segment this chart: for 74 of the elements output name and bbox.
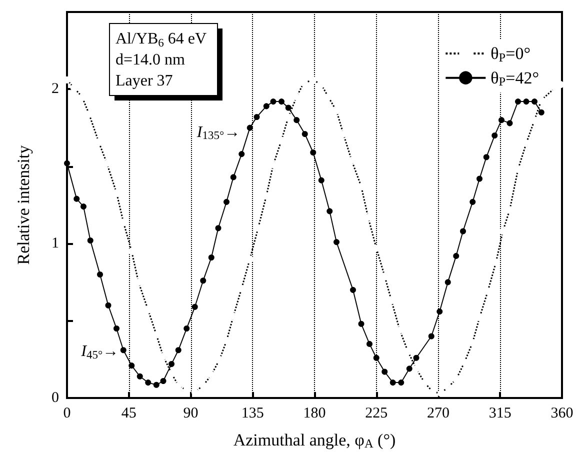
point: [215, 225, 222, 232]
y-tick-label: 2: [52, 81, 59, 98]
point: [184, 326, 190, 332]
point: [246, 124, 253, 131]
point: [302, 130, 308, 137]
point: [326, 208, 333, 214]
point: [128, 362, 135, 369]
point: [515, 98, 521, 105]
x-tick-label: 180: [303, 406, 326, 422]
x-tick-label: 360: [550, 406, 574, 422]
point: [483, 154, 490, 160]
x-tick-label: 135: [241, 406, 264, 422]
point: [74, 196, 80, 202]
point: [334, 239, 340, 246]
point: [285, 104, 292, 111]
x-tick-label: 270: [427, 406, 450, 422]
y-axis-title: Relative intensity: [14, 144, 33, 265]
point: [350, 286, 356, 293]
point: [120, 347, 126, 354]
point: [80, 204, 86, 210]
point: [294, 117, 300, 124]
point: [498, 117, 504, 124]
point: [413, 354, 420, 361]
point: [538, 109, 544, 116]
point: [366, 340, 372, 347]
point: [390, 380, 396, 386]
point: [254, 114, 260, 120]
point: [114, 326, 120, 332]
point: [506, 120, 513, 126]
point: [382, 368, 388, 375]
point: [406, 366, 412, 372]
point: [476, 176, 482, 182]
point: [97, 271, 103, 278]
y-tick-label: 0: [52, 390, 59, 406]
point: [460, 228, 466, 234]
point: [398, 380, 404, 386]
point: [373, 354, 380, 361]
point: [453, 252, 460, 259]
x-tick-label: 315: [488, 406, 512, 422]
point: [208, 254, 214, 260]
point: [153, 382, 160, 388]
point: [532, 98, 538, 105]
point: [105, 302, 112, 308]
point: [224, 198, 230, 205]
point: [192, 304, 198, 310]
annotation: Layer 37: [116, 72, 173, 90]
x-tick-label: 225: [365, 406, 388, 422]
y-tick-label: 1: [52, 236, 59, 252]
x-tick-label: 0: [63, 406, 71, 422]
point: [523, 98, 530, 105]
point: [358, 320, 364, 327]
point: [270, 98, 276, 105]
point: [444, 279, 451, 286]
point: [160, 378, 166, 384]
point: [200, 278, 206, 284]
point: [470, 198, 476, 205]
point: [64, 160, 70, 166]
point: [278, 98, 284, 105]
point: [145, 380, 152, 386]
annotation: d=14.0 nm: [116, 52, 186, 68]
point: [428, 333, 434, 340]
point: [263, 103, 270, 110]
point: [310, 150, 316, 156]
point: [436, 308, 443, 315]
x-tick-label: 90: [183, 406, 198, 422]
point: [87, 238, 94, 244]
x-tick-label: 45: [121, 406, 136, 422]
point: [492, 132, 498, 139]
point: [318, 177, 324, 184]
point: [238, 151, 245, 158]
point: [230, 174, 236, 180]
point: [136, 373, 143, 380]
point: [168, 361, 174, 368]
point: [175, 347, 182, 354]
